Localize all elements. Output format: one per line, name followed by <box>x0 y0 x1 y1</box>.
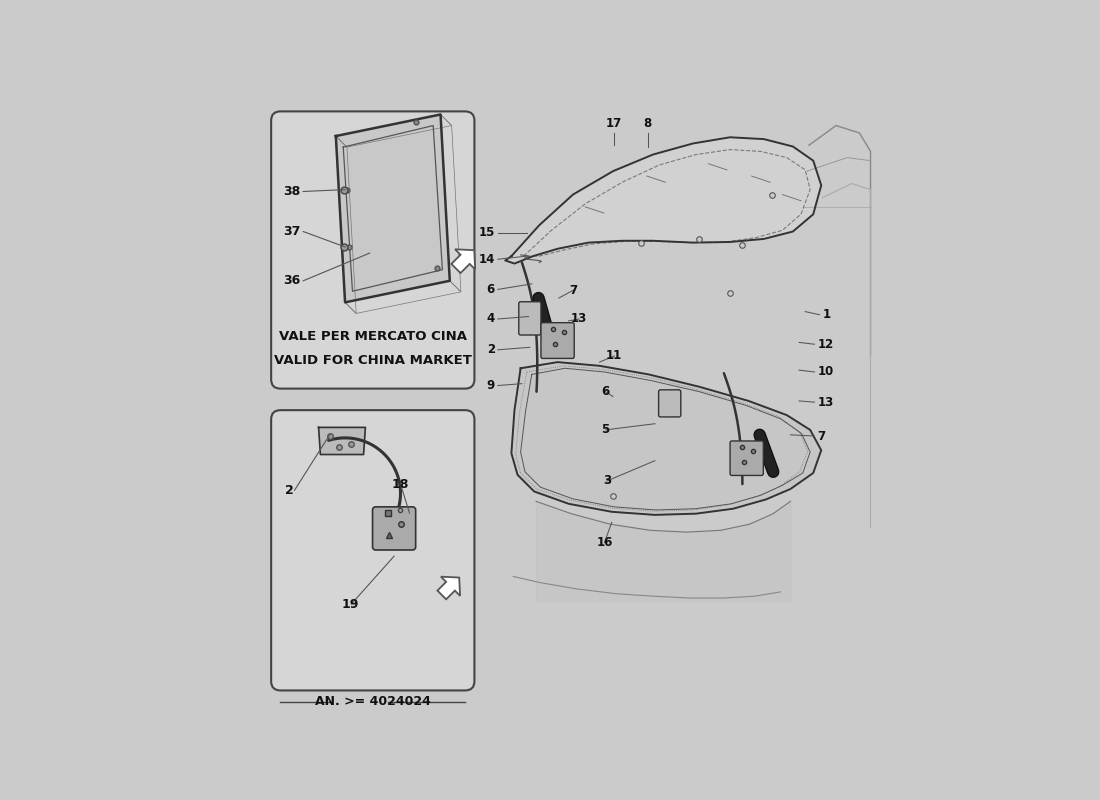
Text: 17: 17 <box>606 117 623 130</box>
Text: VALID FOR CHINA MARKET: VALID FOR CHINA MARKET <box>274 354 472 367</box>
Polygon shape <box>512 362 822 515</box>
FancyBboxPatch shape <box>730 441 763 475</box>
Text: 6: 6 <box>486 283 495 296</box>
FancyBboxPatch shape <box>271 410 474 690</box>
Text: 9: 9 <box>486 379 495 392</box>
Polygon shape <box>438 577 460 599</box>
Polygon shape <box>319 427 365 454</box>
Text: 16: 16 <box>596 536 613 549</box>
Text: 19: 19 <box>342 598 360 610</box>
Polygon shape <box>336 114 450 302</box>
Text: AN. >= 4024024: AN. >= 4024024 <box>315 695 431 708</box>
Text: 14: 14 <box>478 253 495 266</box>
Text: 2: 2 <box>486 343 495 356</box>
FancyBboxPatch shape <box>271 111 474 389</box>
Text: 7: 7 <box>570 283 578 297</box>
Text: 11: 11 <box>606 350 623 362</box>
Text: 38: 38 <box>283 185 300 198</box>
Text: 3: 3 <box>603 474 611 487</box>
Text: 5: 5 <box>602 423 609 436</box>
FancyBboxPatch shape <box>541 322 574 358</box>
FancyBboxPatch shape <box>519 302 541 335</box>
Text: 13: 13 <box>817 396 834 409</box>
Text: 4: 4 <box>486 313 495 326</box>
Text: 2: 2 <box>285 484 294 497</box>
FancyBboxPatch shape <box>373 507 416 550</box>
Text: 15: 15 <box>478 226 495 239</box>
Text: 10: 10 <box>817 366 834 378</box>
Text: 36: 36 <box>283 274 300 287</box>
Text: 37: 37 <box>283 225 300 238</box>
Polygon shape <box>505 138 822 263</box>
Polygon shape <box>451 250 475 273</box>
Text: 7: 7 <box>817 430 826 442</box>
Text: VALE PER MERCATO CINA: VALE PER MERCATO CINA <box>278 330 466 342</box>
Text: 12: 12 <box>817 338 834 350</box>
Text: 8: 8 <box>644 117 651 130</box>
Text: 13: 13 <box>571 313 587 326</box>
Text: 1: 1 <box>823 308 830 321</box>
FancyBboxPatch shape <box>659 390 681 417</box>
Text: 18: 18 <box>392 478 408 490</box>
Text: 6: 6 <box>602 385 609 398</box>
